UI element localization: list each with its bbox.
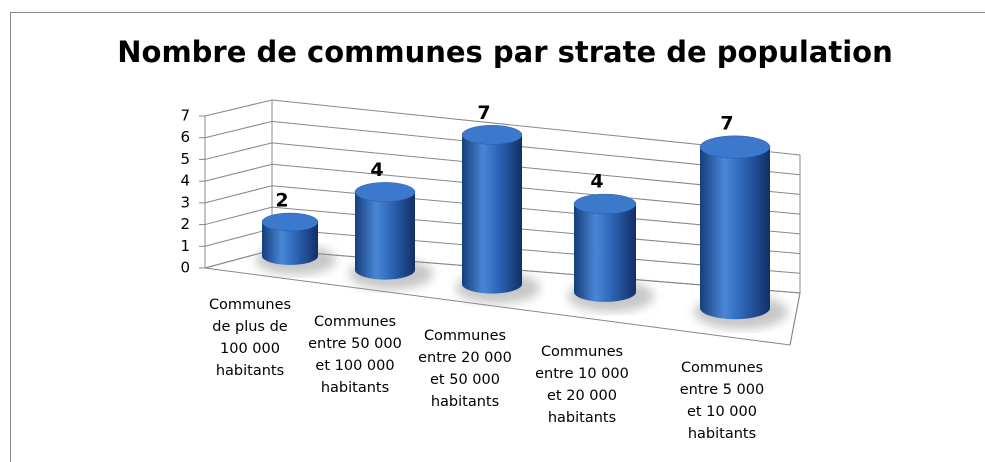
label-line: habitants [431, 394, 499, 410]
bar-top [354, 182, 416, 202]
value-label: 4 [590, 171, 603, 193]
label-line: Communes [681, 360, 763, 376]
x-tick-label: Communes de plus de 100 000 habitants [209, 297, 291, 379]
bar-top [573, 193, 637, 215]
label-line: entre 5 000 [680, 382, 764, 398]
y-tick-label: 1 [180, 237, 190, 255]
label-line: 100 000 [220, 341, 280, 357]
value-label: 4 [370, 159, 383, 181]
bar [700, 147, 770, 320]
x-tick-label: Communes entre 20 000 et 50 000 habitants [418, 328, 512, 410]
bar-top [699, 135, 771, 159]
y-tick-label: 6 [180, 128, 190, 146]
bar-top [261, 212, 319, 232]
y-tick-label: 7 [180, 107, 190, 125]
label-line: habitants [688, 426, 756, 442]
label-line: Communes [209, 297, 291, 313]
y-tick-label: 2 [180, 215, 190, 233]
bar [355, 192, 415, 280]
y-tick-label: 0 [180, 259, 190, 277]
chart-title: Nombre de communes par strate de populat… [117, 35, 892, 69]
label-line: habitants [216, 363, 284, 379]
label-line: entre 50 000 [308, 336, 402, 352]
label-line: Communes [314, 314, 396, 330]
label-line: habitants [321, 380, 389, 396]
label-line: habitants [548, 410, 616, 426]
value-label: 7 [720, 112, 733, 134]
axis [789, 292, 801, 346]
frame [10, 12, 985, 462]
y-tick-label: 5 [180, 150, 190, 168]
label-line: entre 20 000 [418, 350, 512, 366]
grid-line [204, 142, 801, 195]
value-label: 2 [275, 190, 288, 212]
bar [262, 222, 318, 265]
label-line: et 10 000 [687, 404, 757, 420]
label-line: et 50 000 [430, 372, 500, 388]
x-tick-label: Communes entre 50 000 et 100 000 habitants [308, 314, 402, 396]
y-tick-label: 4 [180, 172, 190, 190]
label-line: Communes [424, 328, 506, 344]
label-line: et 100 000 [315, 358, 394, 374]
label-line: de plus de [212, 319, 288, 335]
value-label: 7 [477, 102, 490, 124]
y-tick-label: 3 [180, 193, 190, 211]
plot: 0 1 2 3 4 5 6 7 2 Communes de plus de 100 000 habita… [180, 99, 801, 442]
grid-line [204, 120, 801, 176]
grid-line [204, 99, 801, 156]
bar-top [461, 125, 523, 145]
label-line: Communes [541, 344, 623, 360]
x-tick-label: Communes entre 10 000 et 20 000 habitants [535, 344, 629, 426]
label-line: et 20 000 [547, 388, 617, 404]
label-line: entre 10 000 [535, 366, 629, 382]
bar [574, 204, 636, 302]
x-tick-label: Communes entre 5 000 et 10 000 habitants [680, 360, 764, 442]
bar [462, 134, 522, 294]
